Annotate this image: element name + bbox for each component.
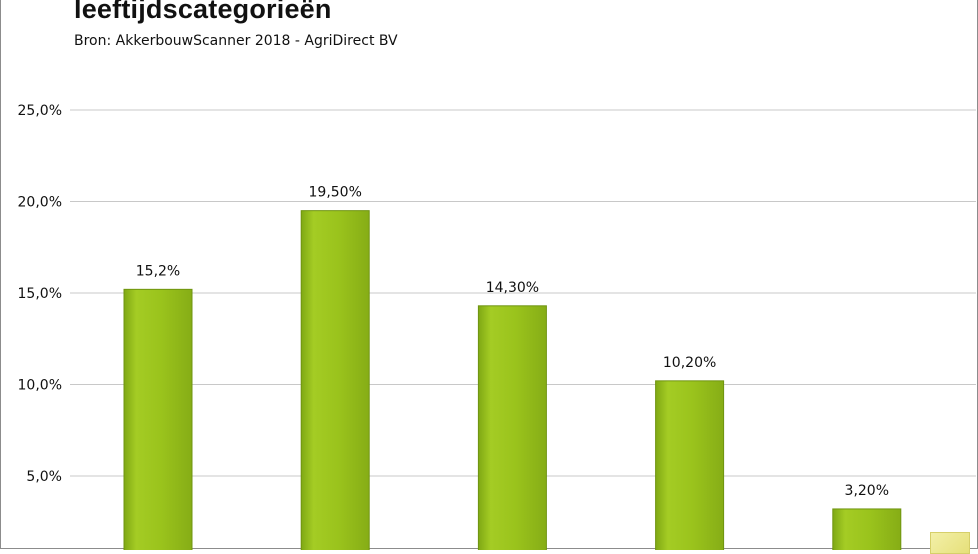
- y-axis: 5,0% 10,0% 15,0% 20,0% 25,0%: [18, 103, 62, 485]
- bars: [123, 210, 902, 550]
- bar: [655, 380, 725, 550]
- data-label: 19,50%: [309, 185, 362, 201]
- data-label: 15,2%: [136, 263, 180, 279]
- bar: [300, 210, 370, 550]
- y-tick-label: 10,0%: [18, 378, 62, 394]
- data-label: 14,30%: [486, 280, 539, 296]
- y-tick-label: 20,0%: [18, 195, 62, 211]
- y-tick-label: 15,0%: [18, 286, 62, 302]
- data-label: 10,20%: [663, 355, 716, 371]
- data-labels: 15,2% 19,50% 14,30% 10,20% 3,20%: [136, 185, 889, 499]
- bar: [123, 288, 193, 550]
- corner-logo: [930, 532, 970, 554]
- bar: [832, 508, 902, 550]
- bar: [477, 305, 547, 550]
- y-tick-label: 5,0%: [26, 469, 62, 485]
- y-tick-label: 25,0%: [18, 103, 62, 119]
- chart-title: leeftijdscategorieën: [74, 0, 332, 24]
- data-label: 3,20%: [845, 483, 889, 499]
- chart-subtitle: Bron: AkkerbouwScanner 2018 - AgriDirect…: [74, 33, 398, 49]
